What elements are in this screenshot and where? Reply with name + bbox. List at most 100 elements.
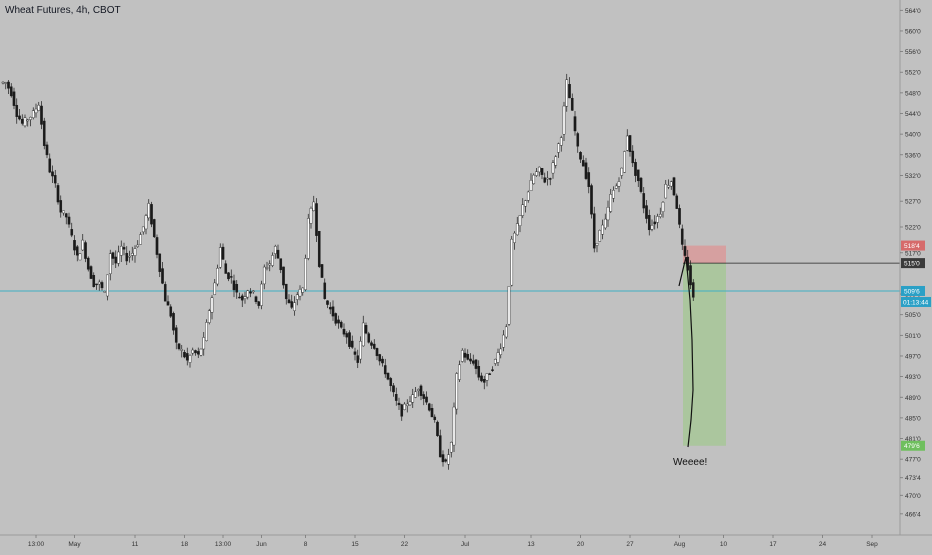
candle-body — [268, 263, 272, 266]
candle-body — [449, 442, 453, 453]
candle-body — [587, 172, 591, 187]
candle-body — [656, 216, 659, 223]
candle-body — [438, 435, 442, 458]
candle-body — [653, 221, 657, 225]
candle-body — [394, 394, 398, 401]
candle-body — [491, 369, 494, 371]
candle-body — [205, 322, 208, 342]
candle-body — [114, 256, 118, 264]
candle-body — [152, 219, 156, 238]
candle-body — [601, 224, 604, 235]
candle-body — [194, 350, 197, 354]
candle-body — [507, 286, 511, 325]
candle-body — [59, 200, 63, 213]
target-price-label: 479'6 — [904, 443, 920, 450]
candle-body — [359, 341, 362, 360]
candle-body — [345, 333, 349, 338]
candle-body — [257, 301, 261, 306]
candle-body — [23, 117, 27, 127]
candle-body — [271, 255, 274, 266]
candle-body — [447, 454, 450, 465]
candle-body — [441, 454, 445, 463]
y-tick-label: 501'0 — [905, 333, 921, 340]
candle-body — [524, 200, 527, 207]
y-tick-label: 540'0 — [905, 132, 921, 139]
candle-body — [408, 401, 412, 406]
y-tick-label: 548'0 — [905, 90, 921, 97]
candle-body — [210, 297, 214, 313]
candle-body — [9, 86, 13, 97]
candle-body — [298, 289, 302, 297]
x-tick-label: Jun — [256, 541, 267, 548]
y-tick-label: 497'0 — [905, 353, 921, 360]
candle-body — [419, 385, 423, 396]
candle-body — [590, 185, 593, 215]
candle-body — [97, 281, 101, 285]
candle-body — [499, 348, 503, 355]
candle-body — [603, 218, 607, 229]
candle-body — [375, 348, 379, 357]
y-tick-label: 517'0 — [905, 250, 921, 257]
candle-body — [504, 326, 508, 338]
candle-body — [92, 275, 96, 287]
countdown-label: 01:13:44 — [903, 299, 929, 306]
candle-body — [199, 348, 203, 356]
candle-body — [26, 119, 30, 122]
candle-body — [364, 325, 368, 334]
candle-body — [339, 321, 343, 328]
x-tick-label: 8 — [304, 541, 308, 548]
y-tick-label: 536'0 — [905, 152, 921, 159]
candle-body — [155, 237, 159, 255]
candle-body — [15, 104, 19, 117]
candle-body — [287, 299, 291, 304]
candle-body — [196, 351, 200, 355]
candle-body — [513, 232, 516, 243]
x-tick-label: Jul — [461, 541, 470, 548]
candle-body — [361, 322, 365, 347]
candle-body — [238, 296, 241, 299]
y-tick-label: 481'0 — [905, 436, 921, 443]
y-tick-label: 556'0 — [905, 49, 921, 56]
candle-body — [315, 203, 318, 236]
candle-body — [463, 352, 467, 358]
candle-body — [185, 353, 189, 361]
candle-body — [95, 283, 98, 286]
candle-body — [502, 334, 505, 348]
candle-body — [372, 343, 376, 349]
candle-body — [381, 358, 384, 364]
x-tick-label: 20 — [577, 541, 585, 548]
candle-body — [540, 168, 544, 175]
candle-body — [532, 174, 536, 184]
candle-body — [612, 190, 615, 199]
candle-body — [317, 231, 321, 267]
candle-body — [31, 110, 35, 118]
candle-body — [229, 276, 233, 278]
candle-body — [403, 403, 406, 410]
candle-body — [383, 365, 387, 375]
candle-body — [620, 167, 624, 176]
stop-loss-zone — [683, 245, 726, 264]
y-tick-label: 489'0 — [905, 395, 921, 402]
candle-body — [689, 265, 692, 286]
candle-body — [614, 185, 618, 189]
candle-body — [89, 266, 93, 279]
candle-body — [546, 177, 549, 180]
candle-body — [75, 246, 79, 256]
candle-body — [62, 210, 65, 214]
candle-body — [526, 191, 530, 201]
y-tick-label: 522'0 — [905, 225, 921, 232]
candle-body — [425, 396, 428, 403]
candle-body — [243, 296, 247, 299]
candle-body — [326, 300, 329, 305]
candle-body — [631, 150, 635, 164]
candle-body — [609, 194, 613, 212]
annotation-text: Weeee! — [673, 457, 707, 468]
candle-body — [628, 135, 632, 152]
candle-body — [367, 333, 371, 343]
candle-body — [207, 310, 211, 323]
candle-body — [350, 340, 354, 348]
candle-body — [548, 178, 552, 180]
candle-body — [474, 359, 478, 369]
